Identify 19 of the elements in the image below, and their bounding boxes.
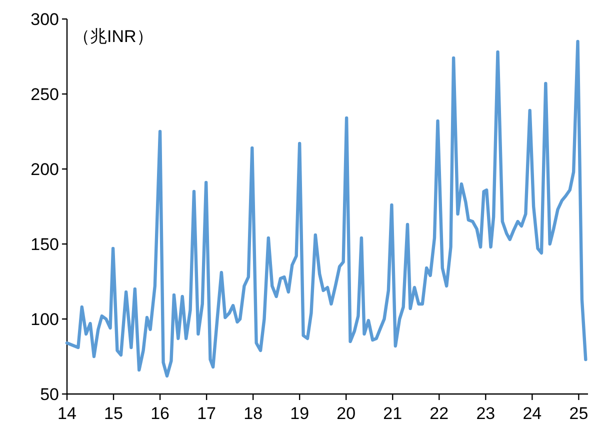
x-tick-label: 20	[336, 404, 356, 423]
x-tick-label: 21	[383, 404, 402, 423]
x-tick-label: 16	[150, 404, 170, 423]
x-tick-label: 24	[522, 404, 542, 423]
x-tick-label: 25	[569, 404, 588, 423]
y-tick-label: 300	[30, 10, 59, 29]
y-tick-label: 100	[30, 310, 59, 329]
x-tick-label: 22	[430, 404, 449, 423]
y-axis-title: （兆INR）	[73, 27, 154, 46]
y-tick-label: 50	[40, 385, 59, 404]
y-tick-label: 200	[30, 160, 59, 179]
x-tick-label: 14	[58, 404, 76, 423]
x-tick-label: 23	[476, 404, 496, 423]
x-tick-label: 18	[244, 404, 263, 423]
x-tick-label: 19	[290, 404, 310, 423]
x-tick-label: 15	[104, 404, 123, 423]
y-tick-label: 150	[30, 235, 59, 254]
y-tick-label: 250	[30, 85, 59, 104]
x-tick-label: 17	[197, 404, 216, 423]
